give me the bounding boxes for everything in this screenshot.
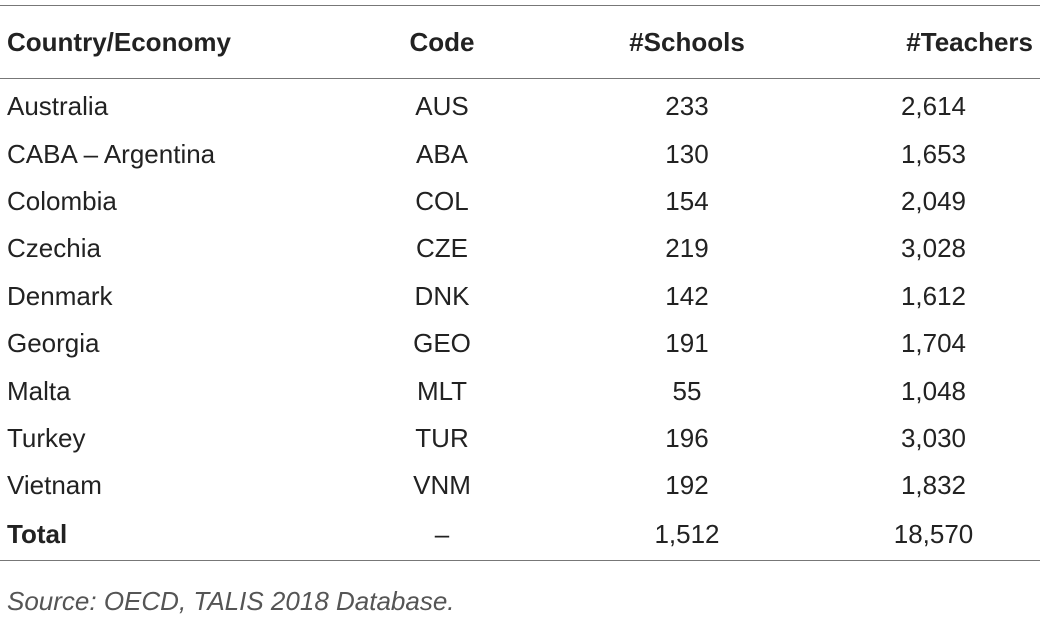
table-cell: 1,048 [900, 375, 967, 406]
table-cell: Total [0, 509, 337, 561]
table-cell: VNM [413, 470, 471, 501]
table-cell: 18,570 [827, 509, 1040, 561]
table-cell: COL [415, 185, 469, 216]
table-cell: TUR [415, 422, 469, 453]
table-cell: 3,030 [900, 422, 967, 453]
column-header: #Teachers [827, 5, 1040, 79]
table-cell: 219 [665, 233, 709, 264]
table-cell: AUS [415, 91, 469, 122]
column-header: #Schools [547, 5, 827, 79]
table-cell: Vietnam [7, 470, 102, 501]
table-cell: DNK [414, 280, 470, 311]
table-cell: 1,704 [900, 328, 967, 359]
table-cell: – [337, 509, 547, 561]
column-header: Code [337, 5, 547, 79]
table-cell: MLT [416, 375, 468, 406]
table-cell: Malta [7, 375, 71, 406]
source-note: Source: OECD, TALIS 2018 Database. [7, 586, 455, 616]
data-table: Country/Economy Code #Schools #Teachers Aus… [0, 5, 1040, 561]
header-row: Country/Economy Code #Schools #Teachers [0, 5, 1040, 79]
table-cell: 196 [665, 422, 709, 453]
table-cell: 142 [665, 280, 709, 311]
table-row: Denmark DNK 142 1,612 [0, 273, 1040, 320]
table-row: Czechia CZE 219 3,028 [0, 225, 1040, 272]
table-cell: 1,512 [547, 509, 827, 561]
table-cell: CZE [416, 233, 468, 264]
table-cell: 233 [665, 91, 709, 122]
table-body: Australia AUS 233 2,614 CABA – Argentina ABA 1… [0, 79, 1040, 561]
table-cell: 1,653 [900, 138, 967, 169]
table-cell: 130 [665, 138, 709, 169]
table-cell: 55 [672, 375, 702, 406]
column-header: Country/Economy [0, 5, 337, 79]
table-cell: Georgia [7, 328, 100, 359]
table-cell: 3,028 [900, 233, 967, 264]
table-cell: 1,832 [900, 470, 967, 501]
table-cell: 192 [665, 470, 709, 501]
total-row: Total –1,512 18,570 [0, 509, 1040, 561]
table-cell: 154 [665, 185, 709, 216]
table-cell: 1,612 [900, 280, 967, 311]
table-row: Turkey TUR 196 3,030 [0, 415, 1040, 462]
table-cell: 2,614 [900, 91, 967, 122]
table-cell: Colombia [7, 185, 117, 216]
table-row: Georgia GEO 191 1,704 [0, 320, 1040, 367]
table-cell: Turkey [7, 422, 86, 453]
table-cell: Australia [7, 91, 109, 122]
table-cell: CABA – Argentina [7, 138, 216, 169]
table-cell: Czechia [7, 233, 101, 264]
table-row: Vietnam VNM 192 1,832 [0, 462, 1040, 509]
table-cell: GEO [413, 328, 471, 359]
table-cell: 191 [665, 328, 709, 359]
table-row: Malta MLT 55 1,048 [0, 367, 1040, 414]
table-cell: ABA [415, 138, 469, 169]
table-row: CABA – Argentina ABA 130 1,653 [0, 130, 1040, 177]
table-row: Australia AUS 233 2,614 [0, 79, 1040, 131]
table-row: Colombia COL 154 2,049 [0, 178, 1040, 225]
table-cell: Denmark [7, 280, 113, 311]
table-cell: 2,049 [900, 185, 967, 216]
